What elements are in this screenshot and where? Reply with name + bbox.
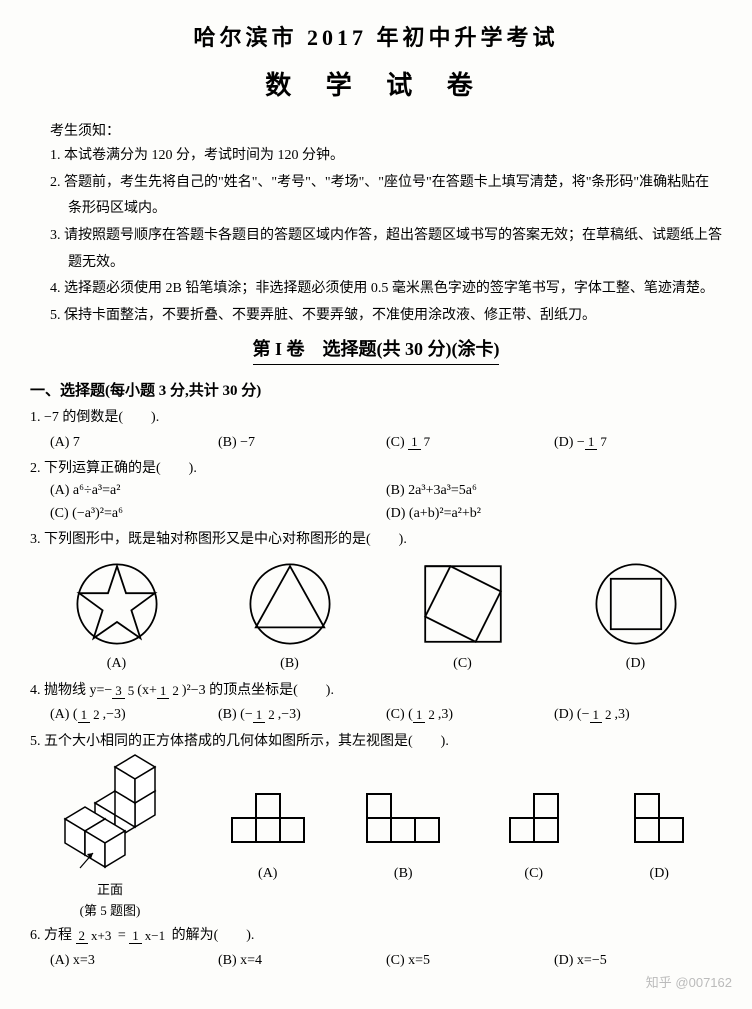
q1-opt-c: (C) 17 (386, 432, 554, 454)
part-title: 第 I 卷 选择题(共 30 分)(涂卡) (253, 335, 500, 365)
q4-opt-d: (D) (−12,3) (554, 704, 722, 726)
exam-subject: 数 学 试 卷 (30, 65, 722, 107)
q6-options: (A) x=3 (B) x=4 (C) x=5 (D) x=−5 (50, 950, 722, 972)
exam-city-year: 哈尔滨市 2017 年初中升学考试 (30, 20, 722, 55)
q3-fig-a: (A) (72, 559, 162, 675)
notice-item: 2. 答题前，考生先将自己的"姓名"、"考号"、"考场"、"座位号"在答题卡上填… (50, 170, 722, 223)
question-6: 6. 方程 2x+3 = 1x−1 的解为( ). (30, 925, 722, 947)
q4-opt-b: (B) (−12,−3) (218, 704, 386, 726)
notice-item: 4. 选择题必须使用 2B 铅笔填涂；非选择题必须使用 0.5 毫米黑色字迹的签… (50, 276, 722, 303)
q1-options: (A) 7 (B) −7 (C) 17 (D) −17 (50, 432, 722, 454)
q5-solid: 正面 (第 5 题图) (30, 753, 190, 921)
q5-figures: 正面 (第 5 题图) (A) (30, 753, 722, 921)
question-5: 5. 五个大小相同的正方体搭成的几何体如图所示，其左视图是( ). (30, 731, 722, 753)
q2-opt-d: (D) (a+b)²=a²+b² (386, 503, 722, 525)
q5-opt-b: (B) (358, 789, 448, 885)
section-heading: 一、选择题(每小题 3 分,共计 30 分) (30, 379, 722, 403)
question-4: 4. 抛物线 y=−35(x+12)²−3 的顶点坐标是( ). (30, 680, 722, 702)
watermark: 知乎 @007162 (646, 973, 732, 994)
question-3: 3. 下列图形中，既是轴对称图形又是中心对称图形的是( ). (30, 529, 722, 551)
q6-opt-b: (B) x=4 (218, 950, 386, 972)
q2-opt-c: (C) (−a³)²=a⁶ (50, 503, 386, 525)
q6-opt-a: (A) x=3 (50, 950, 218, 972)
q2-opt-a: (A) a⁶÷a³=a² (50, 480, 386, 502)
q5-opt-a: (A) (223, 789, 313, 885)
question-1: 1. −7 的倒数是( ). (30, 407, 722, 429)
q1-opt-b: (B) −7 (218, 432, 386, 454)
notice-heading: 考生须知： (50, 121, 722, 143)
q3-fig-c: (C) (418, 559, 508, 675)
notice-item: 1. 本试卷满分为 120 分，考试时间为 120 分钟。 (50, 143, 722, 170)
question-2: 2. 下列运算正确的是( ). (30, 458, 722, 480)
q1-opt-d: (D) −17 (554, 432, 722, 454)
q4-options: (A) (12,−3) (B) (−12,−3) (C) (12,3) (D) … (50, 704, 722, 726)
notice-item: 3. 请按照题号顺序在答题卡各题目的答题区域内作答，超出答题区域书写的答案无效；… (50, 223, 722, 276)
q1-opt-a: (A) 7 (50, 432, 218, 454)
q6-opt-c: (C) x=5 (386, 950, 554, 972)
q3-figures: (A) (B) (C) (D) (30, 559, 722, 675)
q3-fig-b: (B) (245, 559, 335, 675)
q6-opt-d: (D) x=−5 (554, 950, 722, 972)
q2-options: (A) a⁶÷a³=a² (B) 2a³+3a³=5a⁶ (C) (−a³)²=… (50, 480, 722, 525)
q4-opt-a: (A) (12,−3) (50, 704, 218, 726)
q4-opt-c: (C) (12,3) (386, 704, 554, 726)
notice-item: 5. 保持卡面整洁，不要折叠、不要弄脏、不要弄皱，不准使用涂改液、修正带、刮纸刀… (50, 303, 722, 330)
q5-opt-c: (C) (494, 789, 574, 885)
q2-opt-b: (B) 2a³+3a³=5a⁶ (386, 480, 722, 502)
q3-fig-d: (D) (591, 559, 681, 675)
q5-opt-d: (D) (619, 789, 699, 885)
